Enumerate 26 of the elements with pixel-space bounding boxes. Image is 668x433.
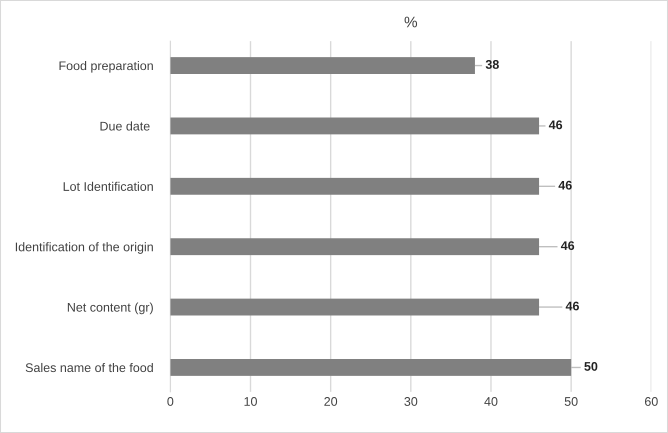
y-tick-label: Identification of the origin [16,242,153,254]
x-tick-label: 30 [404,397,418,406]
bar [170,298,540,316]
x-tick-label: 0 [167,397,174,406]
y-tick-label: Food preparation [60,61,153,73]
y-tick-label: Lot Identification [64,182,153,191]
y-tick-label: Net content (gr) [68,302,153,314]
chart-title: % [404,16,418,28]
x-tick-label: 50 [564,397,578,406]
x-tick-label: 40 [484,397,498,406]
x-tick-label: 60 [644,397,658,406]
bar [170,359,572,376]
y-tick-label: Due date [100,121,150,131]
data-label: 38 [486,60,499,69]
x-tick-label: 10 [244,397,257,406]
x-tick-label: 20 [324,397,338,406]
y-tick-label: Sales name of the food [26,362,153,372]
data-label: 46 [560,241,574,250]
data-label: 50 [584,362,598,371]
bar [170,57,475,74]
bar [170,178,540,195]
bar [170,238,540,256]
bar [170,117,540,134]
data-label: 46 [566,302,579,310]
data-label: 46 [548,120,562,130]
data-label: 46 [558,180,572,190]
